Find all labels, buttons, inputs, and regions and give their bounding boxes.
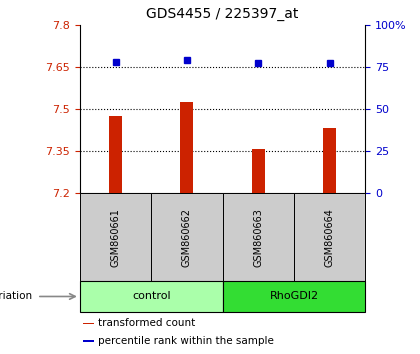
Bar <box>151 193 223 281</box>
Bar <box>294 193 365 281</box>
Text: genotype/variation: genotype/variation <box>0 291 33 302</box>
Bar <box>223 281 365 312</box>
Text: GSM860661: GSM860661 <box>110 208 121 267</box>
Text: GSM860662: GSM860662 <box>182 208 192 267</box>
Bar <box>80 193 151 281</box>
Text: percentile rank within the sample: percentile rank within the sample <box>98 336 274 346</box>
Title: GDS4455 / 225397_at: GDS4455 / 225397_at <box>147 7 299 21</box>
Bar <box>323 129 336 193</box>
Bar <box>83 322 94 324</box>
Bar <box>181 102 193 193</box>
Bar <box>223 193 294 281</box>
Text: control: control <box>132 291 171 302</box>
Text: transformed count: transformed count <box>98 318 196 329</box>
Bar <box>252 149 265 193</box>
Bar <box>109 116 122 193</box>
Text: GSM860664: GSM860664 <box>325 208 335 267</box>
Text: GSM860663: GSM860663 <box>253 208 263 267</box>
Bar <box>83 341 94 342</box>
Bar <box>80 281 223 312</box>
Text: RhoGDI2: RhoGDI2 <box>270 291 318 302</box>
